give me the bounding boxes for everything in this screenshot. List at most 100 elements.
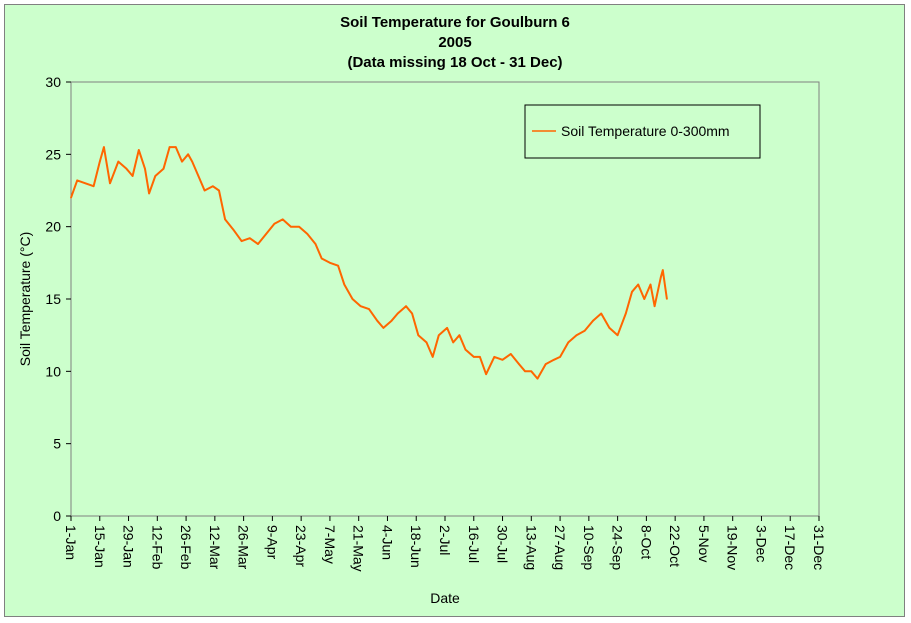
x-tick-label: 3-Dec [753,525,769,562]
data-point [359,305,362,308]
data-point [438,334,440,337]
x-tick-label: 12-Feb [149,525,165,570]
data-point [131,175,134,177]
chart-title: Soil Temperature for Goulburn 6 2005 (Data… [340,14,570,71]
data-point [382,327,385,329]
data-point [458,334,461,337]
data-point [281,218,284,221]
x-axis-label: Date [430,590,460,606]
data-point [138,149,140,151]
y-axis: 0 5 10 15 20 25 30 [45,74,71,524]
data-point [608,327,611,329]
data-point [224,218,226,221]
legend-label: Soil Temperature 0-300mm [561,123,730,139]
data-point [583,330,586,332]
x-tick-label: 23-Apr [293,525,309,567]
data-point [175,146,177,148]
y-tick-label: 25 [45,146,61,162]
data-point [298,225,300,228]
data-point [76,179,78,182]
data-point [168,146,171,148]
data-point [559,356,561,358]
data-point [240,240,243,242]
data-point [92,185,95,187]
y-tick-label: 0 [53,508,61,524]
data-point [479,356,481,358]
x-tick-label: 18-Jun [408,525,424,568]
x-tick-label: 21-May [351,525,367,572]
x-tick-label: 2-Jul [437,525,453,555]
y-tick-label: 15 [45,291,61,307]
data-point [306,233,309,235]
data-point [425,341,428,344]
data-point [625,312,627,315]
data-point [191,160,193,163]
data-point [162,168,165,170]
data-point [368,308,370,310]
x-tick-label: 19-Nov [725,525,741,570]
data-point [631,291,633,293]
data-point [290,225,292,228]
x-tick-label: 4-Jun [379,525,395,560]
data-point [411,312,413,315]
data-point [84,182,87,185]
data-point [144,168,146,170]
data-point [524,370,526,373]
x-tick-label: 10-Sep [581,525,597,570]
y-axis-label: Soil Temperature (°C) [17,232,33,367]
x-tick-label: 30-Jul [495,525,511,563]
data-point [518,363,520,365]
data-point [417,334,420,337]
data-point [99,160,101,163]
data-point [600,312,602,315]
data-point [232,228,235,231]
data-point [637,283,639,286]
data-point [485,373,487,376]
data-point [396,312,399,315]
x-tick-label: 8-Oct [638,525,654,559]
data-point [530,370,533,373]
data-point [265,233,268,235]
data-point [616,334,619,337]
data-point [117,160,120,163]
chart-title-line: Soil Temperature for Goulburn 6 [340,14,570,31]
data-point [181,160,183,163]
x-tick-label: 31-Dec [811,525,827,570]
data-point [187,153,189,156]
x-tick-label: 22-Oct [667,525,683,567]
data-point [249,237,251,239]
legend: Soil Temperature 0-300mm [524,104,761,159]
data-point [273,223,276,225]
data-point [390,319,393,322]
chart-title-line: (Data missing 18 Oct - 31 Dec) [347,54,562,71]
data-point [197,175,200,177]
x-tick-label: 17-Dec [782,525,798,570]
x-tick-label: 26-Mar [236,525,252,570]
x-tick-label: 15-Jan [92,525,108,568]
data-point [337,264,339,267]
data-point [109,182,111,185]
x-tick-label: 26-Feb [178,525,194,570]
data-point [575,334,578,337]
data-point [103,146,105,148]
x-axis: 1-Jan 15-Jan 29-Jan 12-Feb 26-Feb 12-Mar 26-Ma… [63,516,827,572]
data-point [464,348,467,351]
data-point [662,269,664,271]
x-tick-label: 16-Jul [466,525,482,563]
data-point [203,189,206,192]
data-point [452,341,455,344]
data-point [649,283,652,286]
x-tick-label: 1-Jan [63,525,79,560]
legend-box [524,104,761,159]
data-point [493,356,496,358]
data-point [473,356,475,358]
x-tick-label: 5-Nov [696,525,712,562]
data-point [660,276,662,279]
data-point [314,243,317,245]
x-tick-label: 29-Jan [121,525,137,568]
x-tick-label: 27-Aug [552,525,568,570]
data-point [70,196,72,199]
chart-title-line: 2005 [438,34,471,51]
data-point [343,283,346,286]
data-point [405,305,407,308]
